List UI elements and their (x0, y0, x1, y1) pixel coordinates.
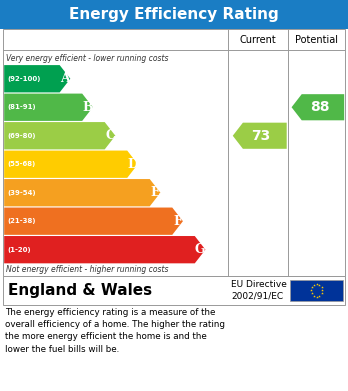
Polygon shape (292, 94, 344, 120)
Text: (81-91): (81-91) (7, 104, 35, 110)
Text: Not energy efficient - higher running costs: Not energy efficient - higher running co… (6, 265, 169, 274)
Polygon shape (4, 93, 93, 121)
Text: EU Directive
2002/91/EC: EU Directive 2002/91/EC (231, 280, 287, 300)
Text: (1-20): (1-20) (7, 247, 31, 253)
Text: (39-54): (39-54) (7, 190, 35, 196)
Text: 73: 73 (252, 129, 271, 143)
Text: (21-38): (21-38) (7, 218, 35, 224)
Bar (0, 0, 348, 29)
Text: Very energy efficient - lower running costs: Very energy efficient - lower running co… (6, 54, 169, 63)
Polygon shape (4, 65, 70, 92)
Text: Potential: Potential (295, 35, 338, 45)
Text: (55-68): (55-68) (7, 161, 35, 167)
Text: E: E (150, 186, 160, 199)
Text: A: A (60, 72, 70, 85)
Text: (69-80): (69-80) (7, 133, 35, 139)
Text: C: C (105, 129, 115, 142)
Polygon shape (4, 151, 138, 178)
Bar (3, 276, 345, 305)
Text: (92-100): (92-100) (7, 76, 40, 82)
Polygon shape (4, 236, 205, 264)
Text: England & Wales: England & Wales (8, 283, 152, 298)
Text: Current: Current (240, 35, 276, 45)
Polygon shape (4, 208, 183, 235)
Bar (290, 280, 343, 301)
Text: B: B (82, 101, 93, 114)
Text: G: G (195, 243, 205, 256)
Polygon shape (4, 179, 160, 206)
Text: 88: 88 (310, 100, 329, 114)
Bar (3, 29, 345, 276)
Polygon shape (233, 123, 287, 149)
Text: F: F (173, 215, 182, 228)
Polygon shape (4, 122, 116, 149)
Text: D: D (127, 158, 138, 171)
Text: Energy Efficiency Rating: Energy Efficiency Rating (69, 7, 279, 22)
Text: The energy efficiency rating is a measure of the
overall efficiency of a home. T: The energy efficiency rating is a measur… (5, 308, 224, 353)
